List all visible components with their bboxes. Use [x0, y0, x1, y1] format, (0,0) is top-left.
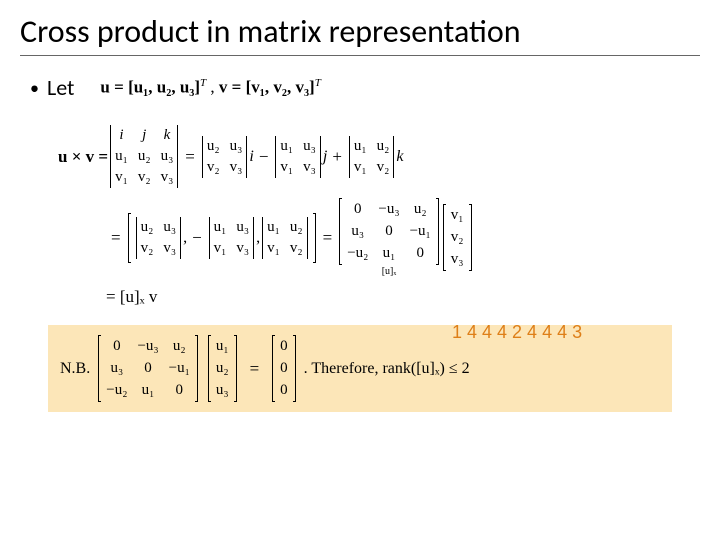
nb-uvec: u₁ u₂ u₃: [208, 335, 237, 402]
det-2x2-k: u₁u₂ v₁v₂: [349, 136, 394, 178]
minus-1: −: [259, 147, 269, 167]
unit-k: k: [396, 148, 403, 166]
ux-underbrace-label: [u]ₓ: [382, 266, 397, 277]
nb-prefix: N.B.: [60, 360, 90, 378]
v-def: v = [v₁, v₂, v₃]: [219, 78, 315, 97]
eq-row-1: u × v = ijk u₁u₂u₃ v₁v₂v₃ = u₂u₃ v₂v₃ i …: [58, 125, 720, 188]
ux-v-result: = [u]ₓ v: [106, 287, 157, 307]
sep-comma: ,: [206, 78, 219, 97]
eq-sign-3: =: [323, 228, 333, 248]
unit-j: j: [323, 148, 327, 166]
u-def: u = [u₁, u₂, u₃]: [100, 78, 200, 97]
det-2x2-j: u₁u₃ v₁v₃: [275, 136, 320, 178]
nb-zeros: 0 0 0: [272, 335, 296, 402]
title-underline: [20, 55, 700, 56]
eq-row-3: = [u]ₓ v: [106, 287, 720, 307]
v-column: v₁ v₂ v₃: [443, 204, 472, 271]
eq-row-2: = u₂u₃ v₂v₃ ,− u₁u₃ v₁v₃ , u₁u₂ v₁v₂: [106, 198, 720, 277]
vector-definitions: u = [u₁, u₂, u₃]T , v = [v₁, v₂, v₃]T: [100, 77, 320, 98]
lhs-uxv: u × v =: [58, 147, 108, 167]
equation-block: u × v = ijk u₁u₂u₃ v₁v₂v₃ = u₂u₃ v₂v₃ i …: [58, 125, 720, 307]
transpose-2: T: [315, 77, 321, 89]
nb-conclusion: . Therefore, rank([u]ₓ) ≤ 2: [304, 360, 470, 378]
det-3x3: ijk u₁u₂u₃ v₁v₂v₃: [110, 125, 178, 188]
nb-skew: 0−u₃u₂ u₃0−u₁ −u₂u₁0: [98, 335, 198, 402]
bullet-dot: •: [30, 77, 39, 99]
skew-with-label: 0−u₃u₂ u₃0−u₁ −u₂u₁0 [u]ₓ: [337, 198, 441, 277]
slide-title: Cross product in matrix representation: [0, 0, 720, 55]
artifact-numbers: 1 4 4 4 2 4 4 4 3: [452, 322, 582, 343]
bracket-det-row: u₂u₃ v₂v₃ ,− u₁u₃ v₁v₃ , u₁u₂ v₁v₂: [128, 213, 316, 263]
bullet-let-line: • Let u = [u₁, u₂, u₃] T , v = [v₁, v₂, v…: [0, 74, 720, 101]
let-text: Let: [47, 74, 74, 101]
plus-1: +: [332, 147, 342, 167]
eq-sign-2: =: [111, 228, 121, 248]
det-2x2-i: u₂u₃ v₂v₃: [202, 136, 247, 178]
unit-i: i: [249, 148, 253, 166]
skew-matrix: 0−u₃u₂ u₃0−u₁ −u₂u₁0: [339, 198, 439, 265]
eq-sign-1: =: [185, 147, 195, 167]
nb-eq: =: [250, 359, 260, 379]
